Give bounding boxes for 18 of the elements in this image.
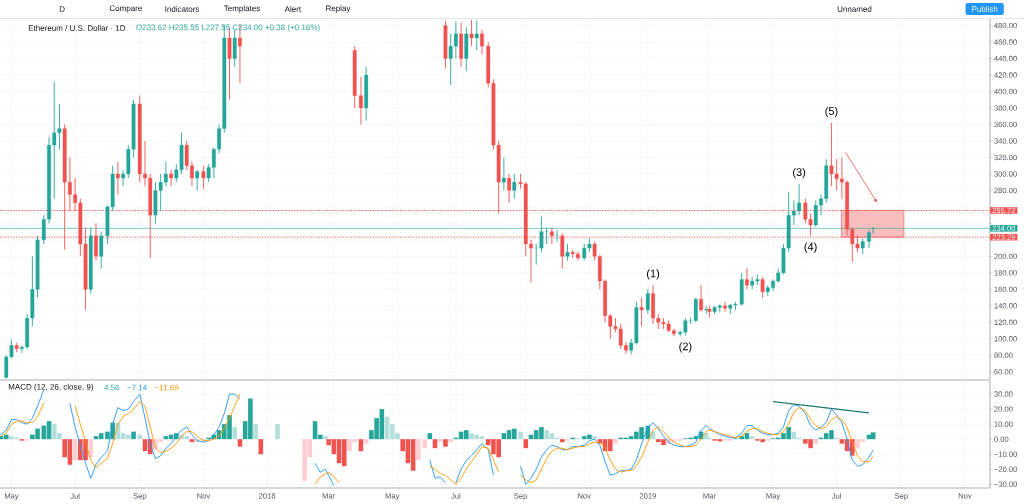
annotation: (1) xyxy=(647,269,660,280)
text: Alert xyxy=(284,6,302,12)
annotation: −11.69 xyxy=(154,384,179,391)
text: Indicators xyxy=(165,6,200,12)
text: Compare xyxy=(109,5,142,13)
text: Ethereum / U.S. Dollar · 1D xyxy=(28,25,126,31)
annotation: (5) xyxy=(825,106,838,118)
annotation: (3) xyxy=(793,167,806,179)
text: Templates xyxy=(223,5,260,13)
annotation: −7.14 xyxy=(127,384,147,391)
text: Unnamed xyxy=(837,6,872,12)
text: Replay xyxy=(326,5,351,13)
text: D xyxy=(59,6,65,12)
annotation: (2) xyxy=(679,342,692,353)
text: Publish xyxy=(972,6,998,12)
chart-title: MACD (12, 26, close, 9) xyxy=(8,383,94,392)
annotation: 4.56 xyxy=(104,384,120,391)
annotation: (4) xyxy=(804,242,817,253)
